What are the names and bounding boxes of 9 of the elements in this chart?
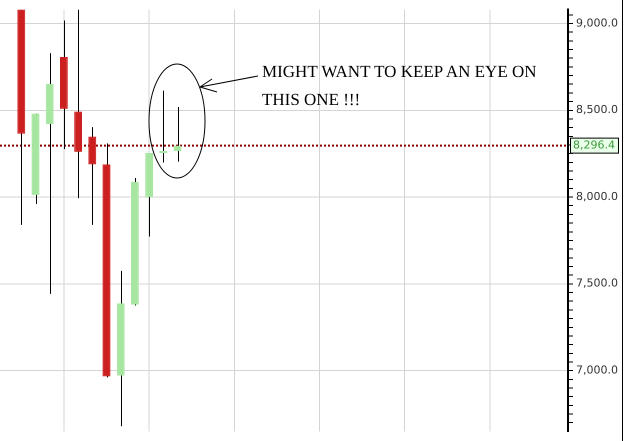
candlestick [159,90,168,164]
y-tick-label: 9,000.0 [576,16,618,30]
ref-line-label: 8,296.4 [573,138,615,152]
y-tick-label: 7,500.0 [576,276,618,290]
y-tick-label: 7,000.0 [576,364,618,377]
y-tick-label: 8,500.0 [576,103,618,116]
annotation: MIGHT WANT TO KEEP AN EYE ON THIS ONE !!! [262,61,538,111]
y-tick-label: 8,000.0 [576,190,618,203]
candlestick [174,106,182,162]
